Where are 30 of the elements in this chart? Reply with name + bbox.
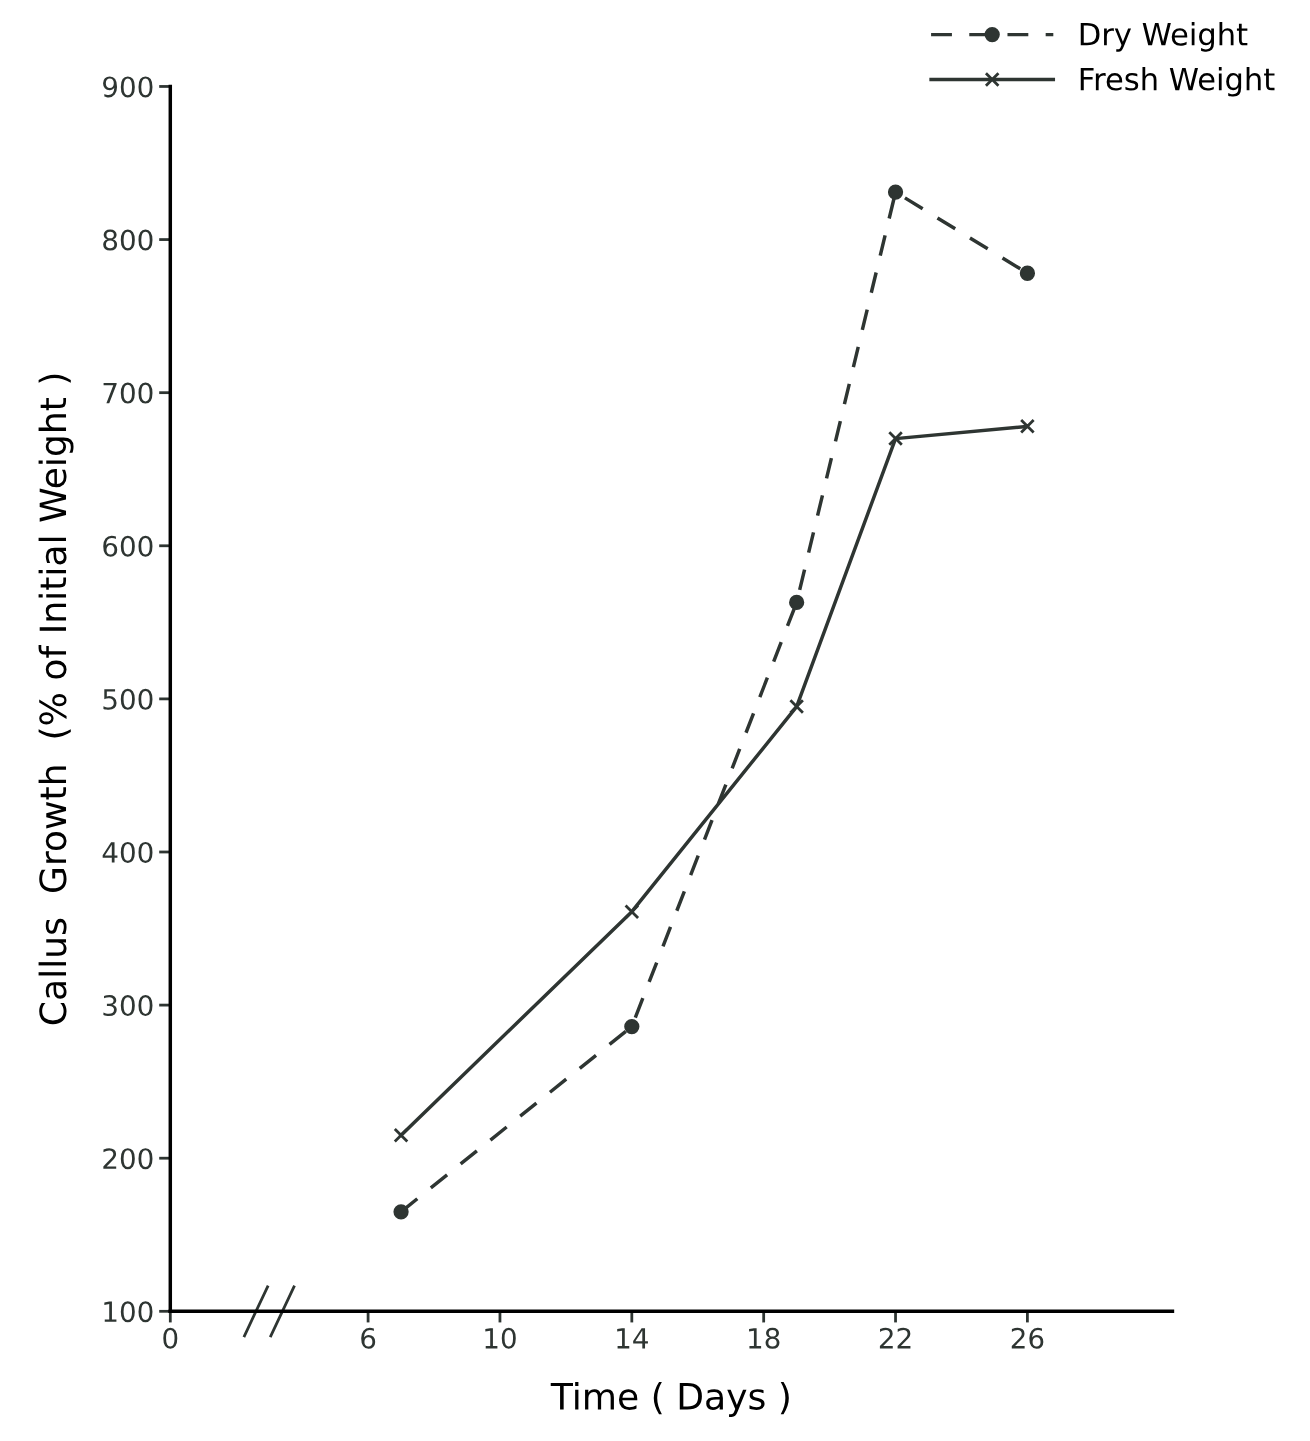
point bbox=[624, 1018, 640, 1035]
x-tick-label: 22 bbox=[879, 1327, 911, 1349]
x-tick-label: 18 bbox=[749, 1327, 780, 1349]
x-tick-label: 6 bbox=[361, 1327, 376, 1349]
y-axis-title: Callus Growth (% of Initial Weight ) bbox=[38, 374, 74, 1025]
point bbox=[1019, 265, 1036, 281]
point bbox=[789, 594, 805, 611]
x-tick-label: 10 bbox=[485, 1327, 516, 1349]
y-tick-label: 500 bbox=[103, 688, 153, 710]
x-tick-label: 0 bbox=[163, 1327, 178, 1349]
point bbox=[1019, 418, 1036, 434]
y-tick-label: 200 bbox=[103, 1148, 153, 1170]
y-tick-label: 100 bbox=[104, 1301, 153, 1323]
y-tick-label: 800 bbox=[103, 229, 153, 251]
point bbox=[393, 1204, 409, 1220]
point bbox=[789, 698, 805, 715]
y-tick-label: 900 bbox=[103, 76, 153, 98]
y-tick-label: 300 bbox=[103, 995, 153, 1017]
y-tick-label: 700 bbox=[103, 382, 153, 404]
x-axis-title: Time ( Days ) bbox=[550, 1381, 789, 1417]
y-tick-label: 600 bbox=[103, 535, 153, 557]
x-tick-label: 14 bbox=[617, 1328, 648, 1349]
x-tick-label: 26 bbox=[1011, 1327, 1044, 1349]
legend-label: Dry Weight bbox=[1080, 22, 1248, 52]
point bbox=[887, 430, 904, 447]
point bbox=[393, 1127, 409, 1143]
point bbox=[624, 904, 640, 920]
y-tick-label: 400 bbox=[102, 841, 153, 863]
point bbox=[887, 184, 904, 200]
legend-label: Fresh Weight bbox=[1080, 66, 1275, 97]
